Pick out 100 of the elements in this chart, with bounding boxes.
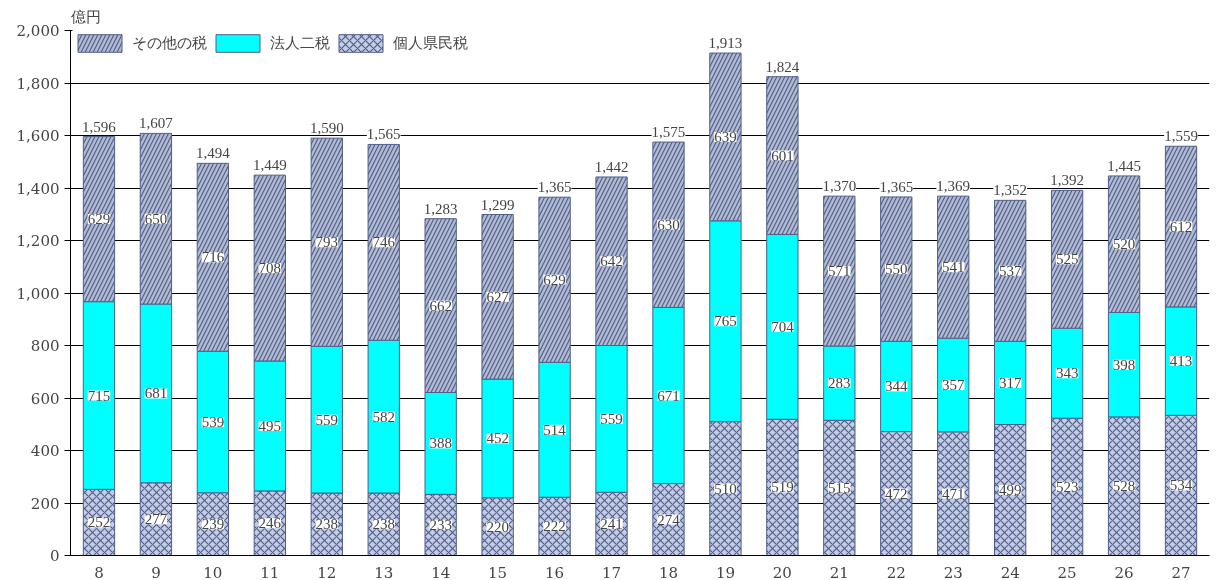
data-label: 515 (828, 479, 851, 496)
data-label: 642 (600, 253, 623, 270)
data-label: 246 (258, 515, 282, 532)
total-label: 1,299 (480, 196, 515, 213)
data-label: 413 (1169, 353, 1193, 370)
data-label: 601 (771, 147, 794, 164)
x-tick-label: 8 (94, 563, 104, 580)
data-label: 539 (201, 414, 225, 431)
data-label: 277 (144, 511, 168, 528)
data-label: 525 (1055, 251, 1079, 268)
data-label: 357 (941, 377, 965, 394)
total-label: 1,607 (139, 115, 174, 132)
total-label: 1,369 (936, 178, 971, 195)
x-tick-label: 11 (260, 563, 280, 580)
data-label: 630 (657, 216, 680, 233)
data-label: 746 (372, 234, 396, 251)
legend-label: 個人県民税 (393, 33, 468, 53)
data-label: 241 (600, 515, 623, 532)
data-label: 765 (714, 313, 737, 330)
legend-label: その他の税 (132, 33, 207, 53)
x-tick-label: 17 (601, 563, 622, 580)
data-label: 534 (1169, 477, 1193, 494)
data-label: 629 (87, 211, 111, 228)
data-label: 283 (828, 375, 851, 392)
data-label: 528 (1112, 478, 1136, 495)
data-label: 639 (714, 128, 737, 145)
data-label: 671 (657, 387, 680, 404)
total-label: 1,283 (423, 200, 458, 217)
data-label: 239 (201, 516, 225, 533)
y-tick-label: 400 (30, 442, 60, 460)
data-label: 541 (941, 259, 965, 276)
total-label: 1,392 (1050, 172, 1084, 189)
data-label: 715 (87, 387, 111, 404)
x-tick-label: 19 (715, 563, 735, 580)
data-label: 472 (885, 485, 908, 502)
total-label: 1,352 (993, 182, 1028, 199)
data-label: 708 (258, 260, 282, 277)
total-label: 1,445 (1107, 157, 1141, 174)
data-label: 514 (543, 421, 567, 438)
x-tick-label: 26 (1114, 563, 1134, 580)
legend-label: 法人二税 (270, 33, 330, 53)
total-label: 1,365 (537, 179, 572, 196)
y-tick-label: 2,000 (16, 22, 60, 40)
data-label: 238 (315, 516, 339, 533)
data-label: 252 (87, 514, 111, 531)
total-label: 1,370 (822, 178, 857, 195)
data-label: 220 (486, 518, 509, 535)
x-tick-label: 20 (772, 563, 792, 580)
data-label: 222 (543, 518, 566, 535)
data-label: 233 (429, 516, 452, 533)
y-tick-label: 1,400 (16, 179, 60, 198)
data-label: 716 (201, 249, 225, 266)
x-tick-label: 23 (943, 563, 963, 580)
data-label: 537 (998, 262, 1022, 279)
data-label: 388 (429, 435, 452, 452)
x-tick-label: 21 (829, 563, 849, 580)
data-label: 559 (315, 411, 339, 428)
x-tick-label: 10 (203, 563, 223, 580)
y-tick-label: 1,600 (16, 127, 60, 145)
data-label: 612 (1169, 218, 1193, 235)
data-label: 704 (771, 318, 795, 335)
data-label: 650 (144, 210, 168, 227)
total-label: 1,590 (309, 120, 344, 137)
total-label: 1,559 (1164, 128, 1198, 145)
y-tick-label: 1,800 (16, 74, 60, 93)
x-tick-label: 18 (658, 563, 679, 580)
data-label: 499 (998, 482, 1022, 499)
x-tick-label: 27 (1171, 563, 1191, 580)
data-label: 629 (543, 271, 566, 288)
x-tick-label: 13 (374, 563, 394, 580)
total-label: 1,575 (651, 124, 686, 141)
total-label: 1,913 (708, 35, 743, 52)
data-label: 510 (714, 480, 737, 497)
total-label: 1,494 (196, 145, 231, 162)
data-label: 343 (1055, 365, 1079, 382)
data-label: 627 (486, 288, 510, 305)
data-label: 582 (372, 408, 395, 425)
x-tick-label: 15 (488, 563, 508, 580)
data-label: 681 (144, 385, 168, 402)
total-label: 1,596 (82, 118, 117, 135)
total-label: 1,442 (594, 158, 629, 175)
x-tick-label: 16 (545, 563, 565, 580)
y-tick-label: 0 (49, 547, 60, 565)
total-label: 1,565 (366, 126, 401, 143)
y-tick-label: 1,000 (16, 284, 60, 303)
data-label: 452 (486, 430, 509, 447)
x-tick-label: 25 (1057, 563, 1077, 580)
x-tick-label: 14 (431, 563, 451, 580)
y-axis-title: 億円 (70, 7, 101, 26)
data-label: 317 (998, 374, 1022, 391)
data-label: 520 (1112, 236, 1136, 253)
total-label: 1,365 (879, 178, 914, 195)
y-tick-label: 1,200 (16, 232, 60, 250)
data-label: 471 (941, 485, 965, 502)
x-tick-label: 12 (317, 563, 337, 580)
data-label: 550 (885, 261, 908, 278)
y-tick-label: 800 (30, 337, 60, 355)
y-tick-label: 600 (30, 389, 60, 408)
data-label: 793 (315, 234, 339, 251)
y-tick-label: 200 (30, 494, 60, 513)
